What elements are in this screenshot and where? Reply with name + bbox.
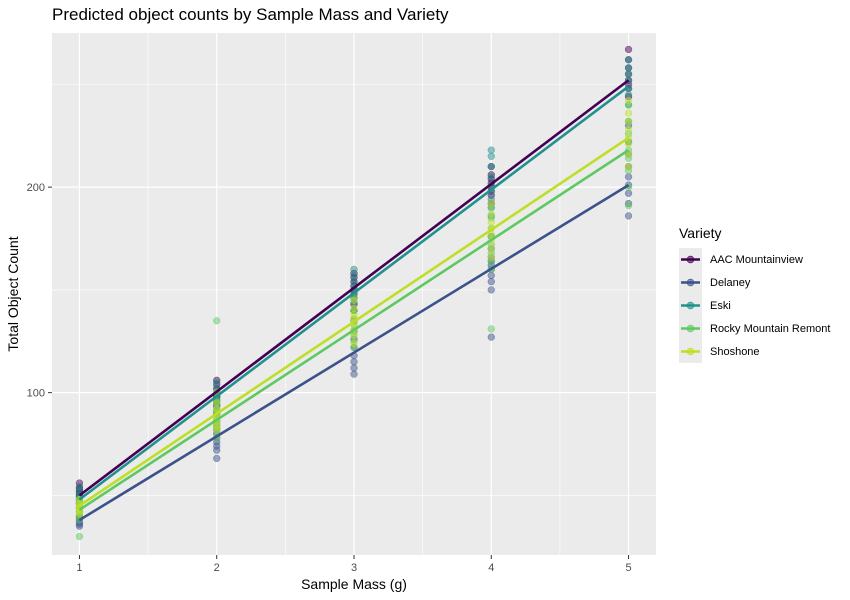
series-line [78, 149, 630, 511]
legend-label: AAC Mountainview [710, 254, 803, 266]
x-axis-title: Sample Mass (g) [301, 576, 407, 592]
data-point [350, 364, 358, 372]
data-point [487, 210, 495, 218]
legend-point [686, 255, 695, 264]
data-point [487, 146, 495, 154]
series-line [78, 136, 630, 507]
data-point [624, 45, 633, 54]
data-point [624, 70, 633, 78]
data-point [624, 125, 633, 134]
data-point [487, 278, 495, 286]
data-point [487, 253, 495, 261]
data-point [350, 370, 358, 378]
data-point [487, 162, 495, 171]
data-point [624, 56, 633, 64]
data-point [213, 378, 221, 387]
data-point [350, 358, 358, 366]
data-point [487, 245, 495, 253]
data-point [213, 425, 221, 434]
legend-label: Eski [710, 300, 731, 312]
series-lines [78, 79, 630, 522]
series-line [78, 85, 630, 501]
legend: Variety AAC Mountainview Delaney Eski Rocky… [679, 225, 830, 363]
data-point [350, 331, 358, 339]
data-point [624, 212, 633, 220]
data-point [624, 201, 633, 210]
legend-label: Rocky Mountain Remont [710, 323, 830, 335]
data-point [350, 278, 358, 286]
chart-title: Predicted object counts by Sample Mass a… [52, 5, 449, 24]
y-tick-label: 100 [27, 388, 45, 400]
legend-label: Delaney [710, 277, 751, 289]
data-point [487, 286, 495, 294]
legend-label: Shoshone [710, 346, 760, 358]
data-point [213, 399, 221, 407]
data-point [624, 117, 633, 126]
legend-title: Variety [679, 225, 722, 241]
data-point [487, 173, 495, 181]
data-point [350, 304, 358, 313]
data-point [350, 271, 358, 280]
x-tick-label: 1 [76, 562, 82, 574]
data-point [624, 173, 633, 181]
data-point [487, 218, 495, 226]
y-tick-label: 200 [27, 182, 45, 194]
data-point [624, 91, 633, 99]
series-line [78, 79, 630, 497]
data-point [624, 97, 633, 105]
data-point [487, 152, 495, 160]
data-point [350, 296, 358, 304]
data-point [75, 510, 84, 518]
x-tick-label: 5 [625, 562, 631, 574]
y-axis: 100 200 [27, 182, 52, 400]
data-point [624, 64, 633, 72]
data-point [624, 109, 633, 117]
data-point [487, 333, 495, 341]
data-point [624, 140, 633, 148]
x-axis: 1 2 3 4 5 [76, 555, 632, 574]
legend-point [686, 278, 695, 287]
data-point [624, 162, 633, 171]
x-tick-label: 3 [351, 562, 357, 574]
data-point [75, 532, 84, 541]
x-tick-label: 2 [214, 562, 220, 574]
data-point [213, 317, 221, 325]
data-point [624, 189, 633, 197]
legend-point [686, 324, 695, 333]
legend-point [686, 347, 695, 356]
data-point [350, 339, 358, 347]
data-point [487, 271, 495, 280]
x-tick-label: 4 [488, 562, 494, 574]
data-point [487, 199, 495, 208]
legend-point [686, 301, 695, 310]
data-point [213, 446, 221, 454]
data-point [350, 265, 358, 273]
data-point [487, 325, 495, 333]
y-axis-title: Total Object Count [5, 236, 21, 351]
data-point [213, 454, 221, 463]
data-point [75, 522, 84, 530]
series-line [78, 183, 630, 522]
